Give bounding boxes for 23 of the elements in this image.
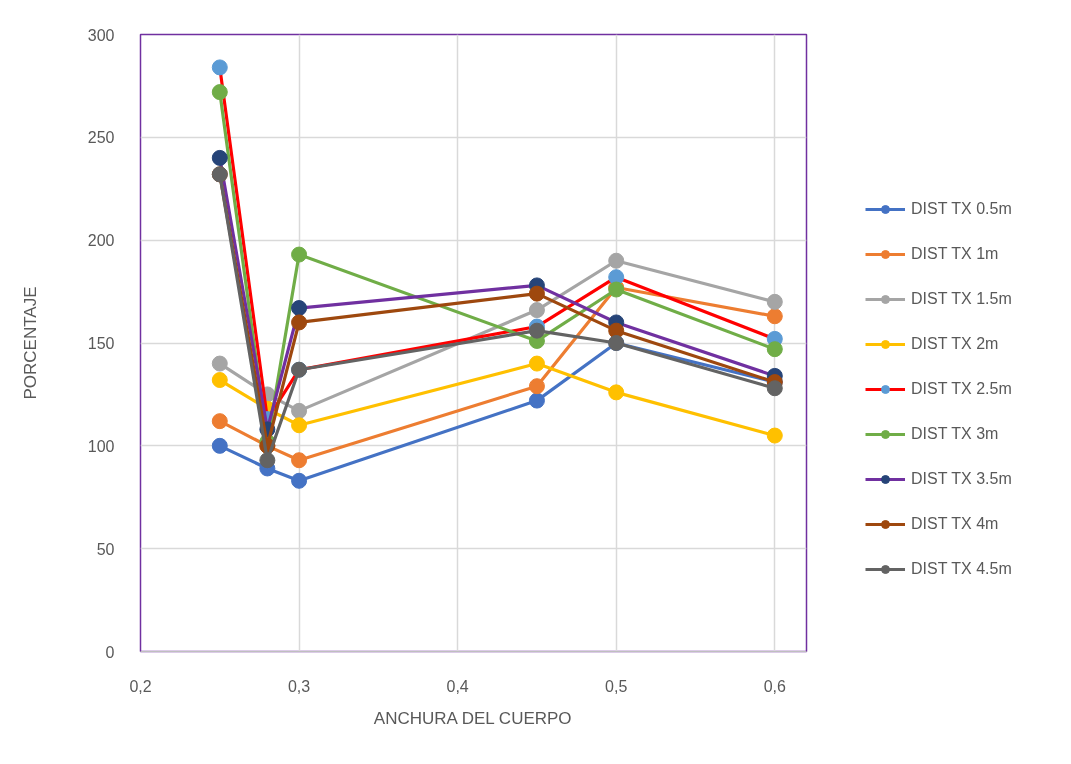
legend-label: DIST TX 1m: [911, 244, 999, 264]
legend-label: DIST TX 0.5m: [911, 199, 1012, 219]
y-tick-label: 300: [87, 26, 115, 44]
x-tick-label: 0,5: [605, 677, 628, 695]
legend-label: DIST TX 4.5m: [911, 559, 1012, 579]
y-tick-label: 50: [96, 540, 115, 558]
x-axis-title: ANCHURA DEL CUERPO: [373, 708, 572, 728]
legend-label: DIST TX 2m: [911, 334, 999, 354]
y-tick-label: 150: [87, 335, 115, 352]
legend-label: DIST TX 2.5m: [911, 379, 1012, 399]
legend-label: DIST TX 3.5m: [911, 469, 1012, 489]
y-tick-label: 0: [105, 643, 115, 661]
y-tick-label: 200: [87, 232, 115, 250]
y-axis-title: PORCENTAJE: [20, 286, 40, 400]
legend-label: DIST TX 3m: [911, 424, 999, 444]
x-tick-label: 0,6: [763, 677, 787, 695]
y-tick-label: 100: [87, 437, 115, 455]
legend-label: DIST TX 1.5m: [911, 289, 1012, 309]
x-tick-label: 0,3: [287, 677, 311, 695]
x-tick-label: 0,2: [129, 677, 152, 695]
legend-label: DIST TX 4m: [911, 514, 999, 534]
x-tick-label: 0,4: [446, 677, 469, 695]
y-tick-label: 250: [87, 129, 115, 147]
